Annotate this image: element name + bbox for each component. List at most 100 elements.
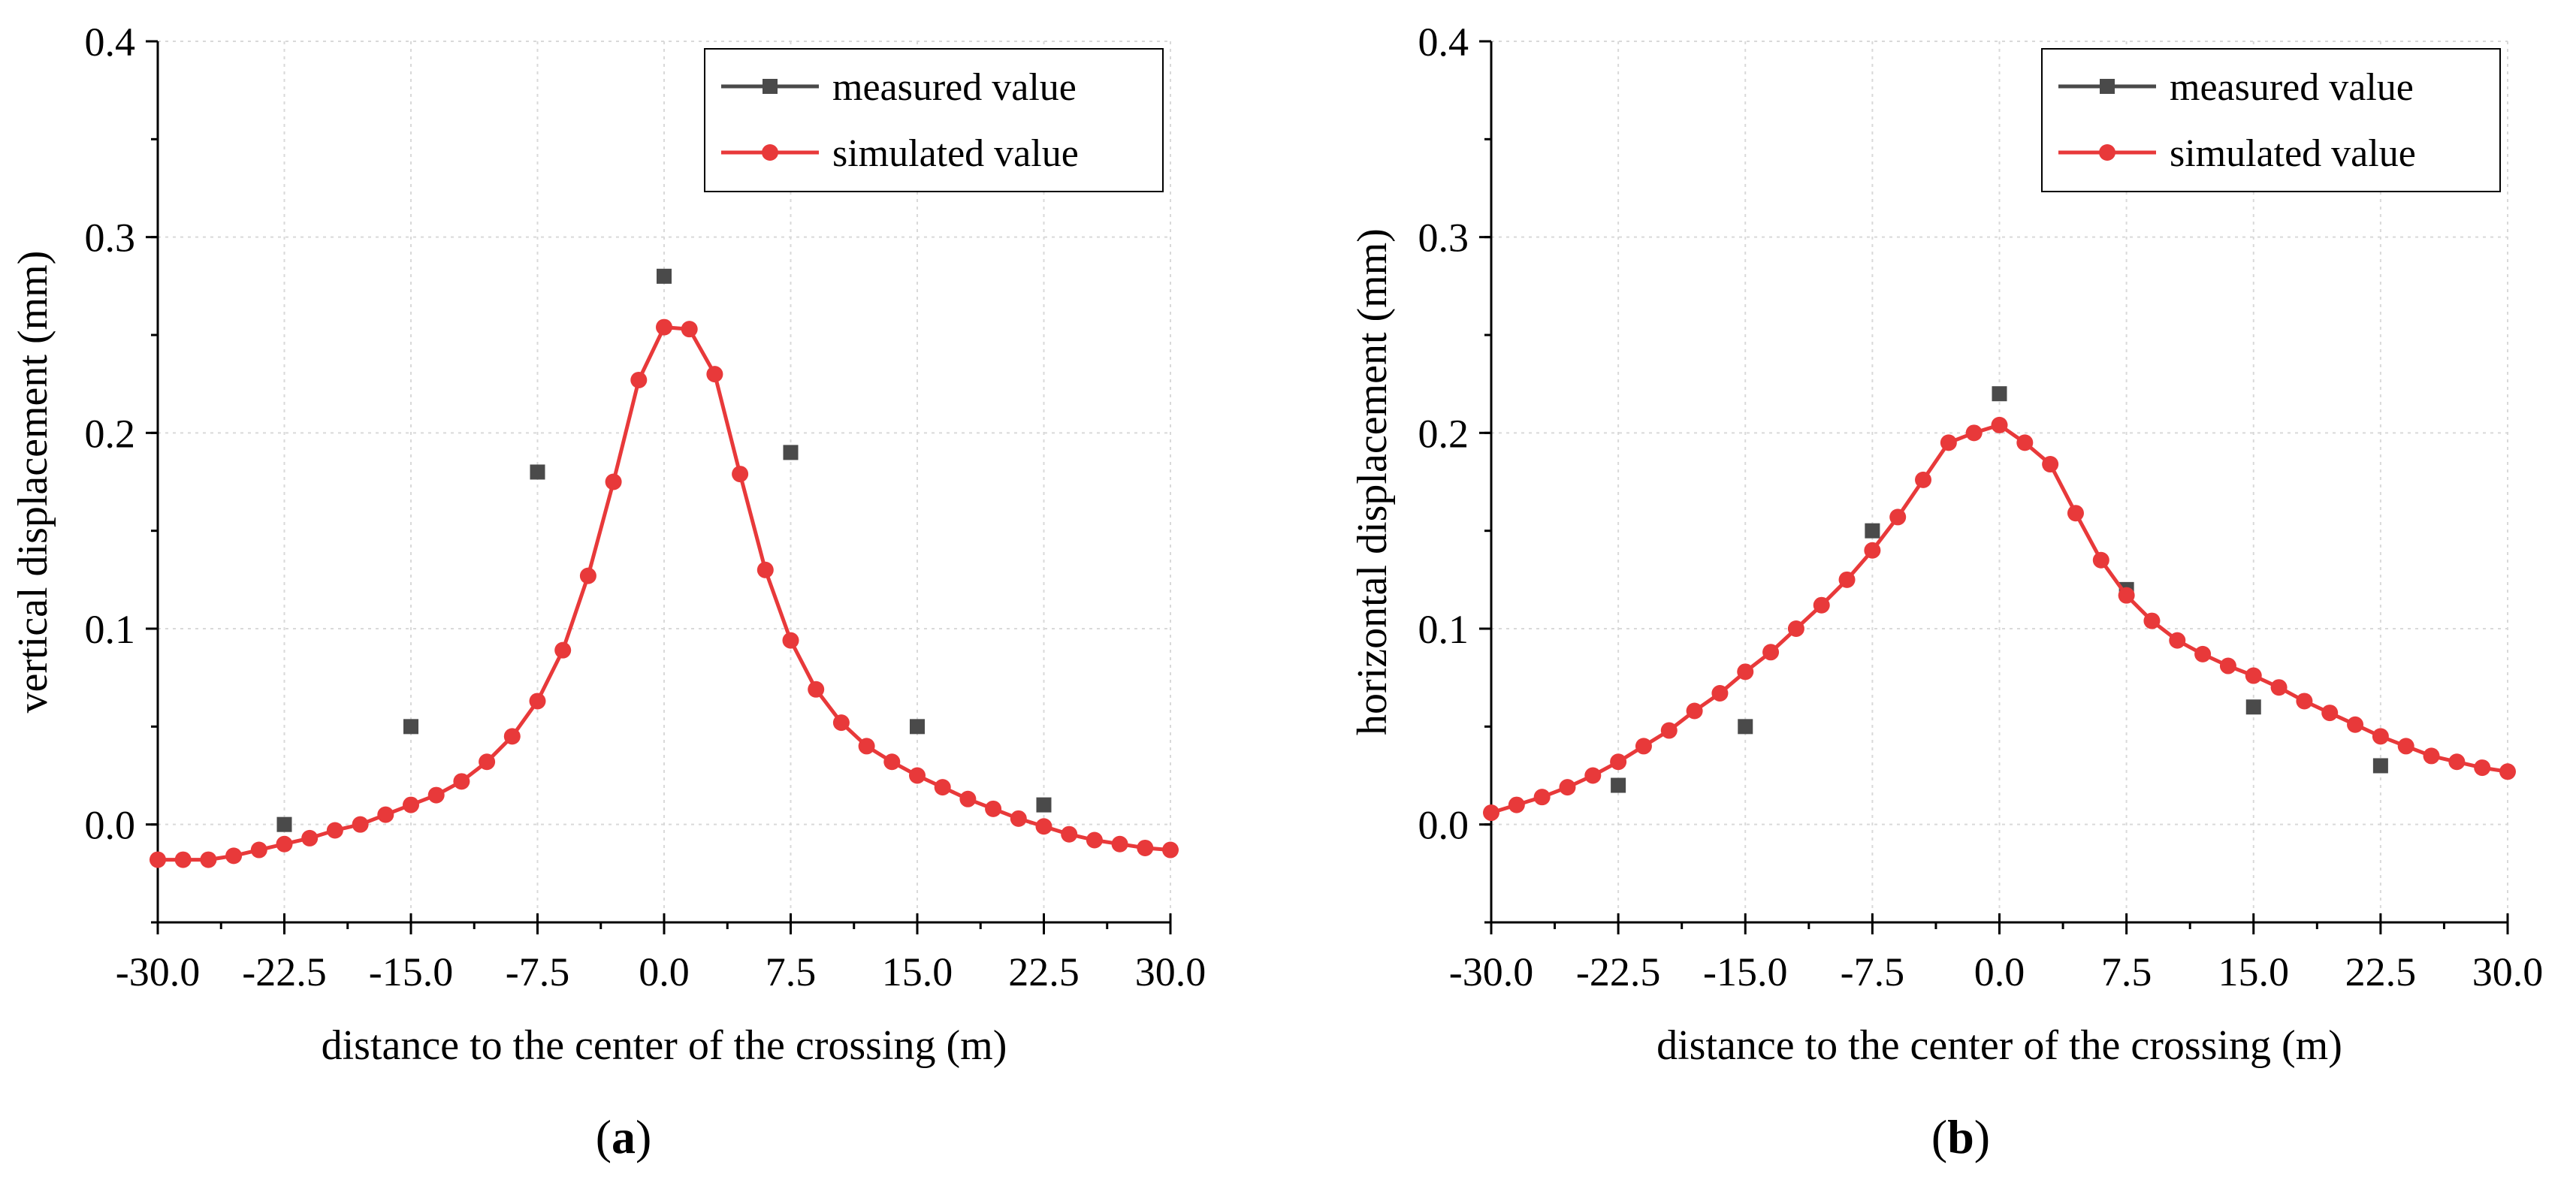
series-line (1490, 423, 2508, 815)
data-point-simulated (706, 366, 723, 383)
data-point-simulated (2169, 632, 2186, 649)
data-point-simulated (959, 790, 977, 807)
y-tick-label: 0.2 (85, 411, 136, 456)
data-point-simulated (858, 738, 875, 755)
data-point-simulated (225, 847, 243, 865)
data-point-simulated (2118, 587, 2135, 604)
data-point-simulated (2423, 747, 2440, 765)
legend-box (704, 48, 1164, 192)
data-point-simulated (1010, 810, 1027, 827)
data-point-simulated (909, 767, 926, 784)
y-axis-title: horizontal displacement (mm) (1349, 228, 1396, 735)
data-point-simulated (2474, 759, 2491, 777)
data-point-simulated (1584, 767, 1602, 784)
data-point-simulated (579, 567, 596, 584)
y-tick-label: 0.1 (85, 607, 136, 652)
data-point-simulated (883, 753, 901, 771)
data-point-simulated (2296, 693, 2313, 710)
data-point-simulated (732, 466, 749, 483)
legend: measured value simulated value (704, 48, 1164, 192)
data-point-simulated (1660, 722, 1678, 739)
data-point-simulated (2372, 728, 2389, 745)
y-tick-label: 0.0 (1418, 803, 1469, 848)
data-point-measured (1738, 719, 1753, 735)
data-point-simulated (377, 806, 394, 823)
data-point-simulated (1559, 779, 1576, 796)
y-tick-label: 0.0 (85, 803, 136, 848)
legend-label: measured value (832, 66, 1077, 109)
data-point-simulated (1838, 571, 1856, 588)
data-point-simulated (453, 773, 470, 790)
data-point-simulated (1533, 789, 1551, 806)
data-point-simulated (1061, 825, 1078, 843)
data-point-simulated (630, 371, 648, 388)
data-point-measured (2245, 699, 2261, 715)
data-point-simulated (326, 822, 343, 839)
x-tick-label: 0.0 (1974, 949, 2025, 994)
data-point-simulated (529, 693, 546, 710)
x-tick-label: 22.5 (2345, 949, 2417, 994)
legend-label: simulated value (832, 132, 1079, 175)
data-point-simulated (681, 321, 698, 338)
x-axis-title: distance to the center of the crossing (… (322, 1022, 1007, 1069)
series-measured-value (1611, 386, 2388, 793)
y-tick-label: 0.3 (85, 216, 136, 261)
data-point-simulated (174, 851, 192, 868)
data-point-simulated (2194, 645, 2212, 662)
data-point-simulated (352, 816, 369, 833)
data-point-simulated (2448, 753, 2466, 771)
x-tick-label: -30.0 (116, 949, 200, 994)
data-point-simulated (808, 681, 825, 698)
data-point-simulated (1162, 841, 1179, 859)
data-point-measured (403, 719, 418, 735)
data-point-simulated (554, 641, 572, 659)
data-point-measured (1865, 523, 1880, 539)
y-tick-label: 0.1 (1418, 607, 1469, 652)
y-axis-title: vertical displacement (mm) (10, 251, 56, 714)
series-simulated-value (149, 318, 1179, 868)
x-tick-label: 0.0 (639, 949, 690, 994)
data-point-simulated (2347, 716, 2364, 733)
data-point-simulated (1137, 839, 1154, 856)
data-point-simulated (782, 632, 799, 649)
data-point-simulated (479, 753, 496, 771)
data-point-simulated (985, 800, 1002, 817)
data-point-simulated (832, 714, 850, 732)
data-point-simulated (1813, 596, 1830, 614)
data-point-simulated (2397, 738, 2414, 755)
x-tick-label: 15.0 (2218, 949, 2290, 994)
data-point-simulated (656, 318, 672, 336)
caption-open: ( (1931, 1110, 1947, 1163)
caption-label: b (1947, 1110, 1974, 1163)
data-point-simulated (605, 473, 622, 490)
data-point-simulated (149, 851, 166, 868)
data-point-simulated (2245, 667, 2262, 684)
data-point-simulated (276, 835, 293, 853)
x-tick-label: -15.0 (369, 949, 453, 994)
data-point-measured (657, 268, 672, 284)
caption-open: ( (596, 1110, 612, 1163)
data-point-simulated (2042, 456, 2059, 473)
data-point-measured (783, 445, 799, 460)
data-point-simulated (2219, 657, 2236, 675)
data-point-simulated (1915, 471, 1932, 488)
legend-marker-square (2100, 79, 2115, 94)
legend-marker-circle (762, 144, 778, 161)
caption-close: ) (636, 1110, 651, 1163)
x-tick-label: 7.5 (766, 949, 817, 994)
legend-marker-circle (2099, 144, 2115, 161)
data-point-simulated (1787, 620, 1804, 637)
data-point-simulated (427, 786, 445, 804)
data-point-simulated (2499, 763, 2516, 780)
data-point-simulated (1711, 685, 1729, 702)
chart-panel-a: -30.0 -22.5 -15.0 -7.5 0.0 7.5 15.0 22.5 30.0 0.0… (10, 20, 1206, 1163)
data-point-measured (2372, 758, 2388, 774)
data-point-measured (1036, 797, 1052, 813)
x-tick-label: 30.0 (1135, 949, 1206, 994)
data-point-simulated (250, 841, 267, 859)
series-simulated-value (1483, 416, 2516, 822)
y-tick-label: 0.4 (85, 20, 136, 65)
data-point-simulated (1889, 509, 1907, 526)
x-axis-title: distance to the center of the crossing (… (1656, 1022, 2342, 1069)
